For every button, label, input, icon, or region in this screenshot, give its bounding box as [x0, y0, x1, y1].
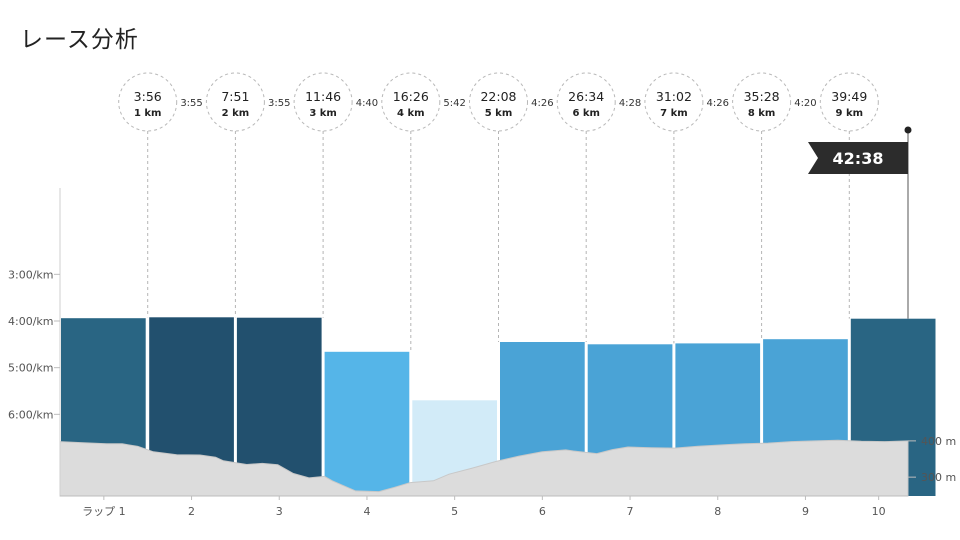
lap-pace: 3:55 [268, 98, 290, 109]
y-tick-label: 6:00/km [8, 408, 54, 421]
split-distance: 2 km [222, 108, 250, 119]
lap-pace: 3:55 [180, 98, 202, 109]
x-tick-label: 3 [276, 505, 283, 518]
elevation-area [59, 439, 909, 497]
lap-pace: 4:20 [794, 98, 816, 109]
split-circle [293, 72, 353, 132]
split-time: 16:26 [393, 89, 429, 104]
finish-time: 42:38 [833, 149, 884, 168]
split-distance: 5 km [485, 108, 513, 119]
split-distance: 9 km [836, 108, 864, 119]
split-distance: 8 km [748, 108, 776, 119]
split-time: 31:02 [656, 89, 692, 104]
lap-pace: 5:42 [443, 98, 465, 109]
y-tick-label: 3:00/km [8, 268, 54, 281]
lap-pace: 4:26 [531, 98, 553, 109]
x-tick-label: 9 [802, 505, 809, 518]
split-circle [732, 72, 792, 132]
elevation-tick-label: 400 m [921, 435, 956, 448]
page-title: レース分析 [20, 27, 139, 53]
x-tick-label: 7 [627, 505, 634, 518]
split-circle [205, 72, 265, 132]
split-circle [644, 72, 704, 132]
split-distance: 7 km [660, 108, 688, 119]
lap-pace: 4:28 [619, 98, 641, 109]
lap-pace: 4:26 [707, 98, 729, 109]
split-distance: 3 km [309, 108, 337, 119]
pace-bar [324, 351, 410, 496]
x-tick-label: ラップ 1 [82, 505, 126, 518]
x-tick-label: 5 [451, 505, 458, 518]
split-circle [381, 72, 441, 132]
split-circle [819, 72, 879, 132]
split-time: 35:28 [744, 89, 780, 104]
finish-flag [808, 142, 908, 174]
split-time: 22:08 [480, 89, 516, 104]
x-tick-label: 8 [714, 505, 721, 518]
x-tick-label: 4 [363, 505, 370, 518]
split-circle [118, 72, 178, 132]
split-circle [556, 72, 616, 132]
split-circle [469, 72, 528, 132]
lap-pace: 4:40 [356, 98, 378, 109]
split-time: 11:46 [305, 89, 341, 104]
x-tick-label: 6 [539, 505, 546, 518]
split-time: 26:34 [568, 89, 604, 104]
x-tick-label: 10 [872, 505, 886, 518]
split-distance: 4 km [397, 108, 425, 119]
split-time: 3:56 [134, 89, 162, 104]
elevation-tick-label: 300 m [921, 471, 956, 484]
split-distance: 1 km [134, 108, 162, 119]
x-tick-label: 2 [188, 505, 195, 518]
split-distance: 6 km [572, 108, 600, 119]
split-time: 39:49 [831, 89, 867, 104]
finish-pole-knob [904, 126, 912, 134]
split-time: 7:51 [221, 89, 249, 104]
y-tick-label: 5:00/km [8, 362, 54, 375]
y-tick-label: 4:00/km [8, 315, 54, 328]
